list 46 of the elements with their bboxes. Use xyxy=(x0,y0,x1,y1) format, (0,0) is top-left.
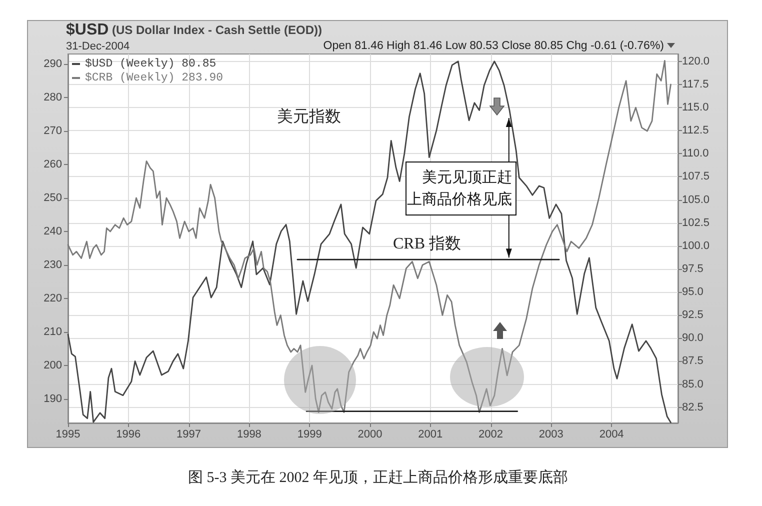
x-tick-label: 1996 xyxy=(116,428,141,440)
chart-title: $USD (US Dollar Index - Cash Settle (EOD)) xyxy=(66,22,322,38)
legend-label: $CRB (Weekly) 283.90 xyxy=(85,72,224,84)
y2-tick-label: 82.5 xyxy=(682,401,704,414)
y2-tick-label: 107.5 xyxy=(682,170,710,183)
y-tick-label: 260 xyxy=(44,158,62,170)
y2-tick-label: 95.0 xyxy=(682,286,704,298)
x-tick-label: 1998 xyxy=(236,428,262,440)
y-tick-label: 200 xyxy=(44,359,62,372)
x-tick-label: 1999 xyxy=(297,428,322,440)
y2-tick-label: 110.0 xyxy=(682,148,709,160)
y2-tick-label: 90.0 xyxy=(682,332,704,344)
y-tick-label: 210 xyxy=(44,326,62,338)
x-tick-label: 2002 xyxy=(478,428,504,440)
y2-tick-label: 112.5 xyxy=(682,124,709,137)
y2-tick-label: 92.5 xyxy=(682,309,704,322)
x-tick-label: 2003 xyxy=(538,428,564,440)
y-tick-label: 280 xyxy=(44,92,62,104)
y-tick-label: 250 xyxy=(44,192,62,204)
y-tick-label: 270 xyxy=(44,125,62,138)
y2-tick-label: 105.0 xyxy=(682,194,710,206)
y2-tick-label: 120.0 xyxy=(682,55,710,68)
legend-label: $USD (Weekly) 80.85 xyxy=(85,58,216,70)
y2-tick-label: 85.0 xyxy=(682,378,704,390)
y2-tick-label: 100.0 xyxy=(682,240,710,252)
x-tick-label: 1995 xyxy=(56,428,80,440)
y2-tick-label: 117.5 xyxy=(682,78,709,90)
x-tick-label: 2004 xyxy=(599,428,624,440)
caption: 图 5-3 美元在 2002 年见顶，正赶上商品价格形成重要底部 xyxy=(188,469,568,486)
y-tick-label: 190 xyxy=(44,392,62,405)
y2-tick-label: 115.0 xyxy=(682,102,709,114)
y2-tick-label: 102.5 xyxy=(682,216,710,229)
y2-tick-label: 97.5 xyxy=(682,262,704,275)
annotation: CRB 指数 xyxy=(393,234,462,252)
x-tick-label: 2000 xyxy=(358,428,382,440)
annotation: 美元见顶正赶上商品价格见底 xyxy=(407,169,512,208)
chart-subtitle: 31-Dec-2004 xyxy=(66,40,130,52)
y-tick-label: 230 xyxy=(44,258,62,271)
annotation: 美元指数 xyxy=(277,108,341,126)
x-tick-label: 2001 xyxy=(418,428,443,440)
text: Open 81.46 High 81.46 Low 80.53 Close 80.85 Chg -0.61 (-0.76%) xyxy=(323,40,664,52)
x-tick-label: 1997 xyxy=(176,428,202,440)
y-tick-label: 220 xyxy=(44,292,62,304)
y-tick-label: 240 xyxy=(44,225,62,238)
y2-tick-label: 87.5 xyxy=(682,355,704,368)
y-tick-label: 290 xyxy=(44,58,62,70)
